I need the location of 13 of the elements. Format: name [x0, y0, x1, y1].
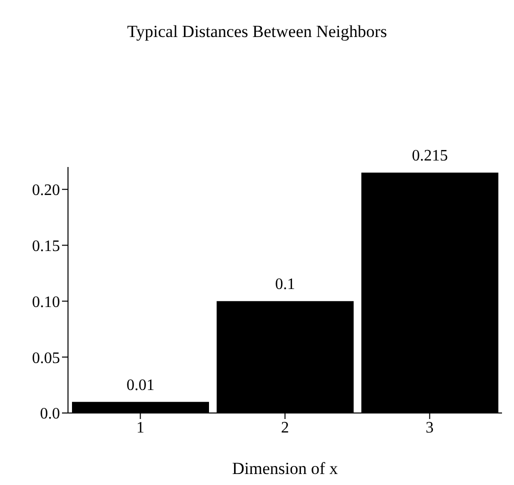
y-tick-label: 0.0 — [40, 406, 60, 423]
y-tick-label: 0.15 — [32, 238, 60, 255]
data-label: 0.1 — [275, 276, 296, 294]
x-tick-label: 2 — [281, 419, 289, 436]
y-tick-label: 0.05 — [32, 350, 60, 367]
data-label: 0.01 — [126, 376, 154, 394]
y-tick-label: 0.10 — [32, 294, 60, 311]
x-axis-title: Dimension of x — [232, 459, 338, 478]
chart-title: Typical Distances Between Neighbors — [126, 22, 388, 42]
y-tick-label: 0.20 — [32, 182, 60, 200]
x-tick-label: 1 — [136, 419, 144, 436]
x-tick-label: 3 — [426, 419, 434, 436]
data-label: 0.215 — [412, 148, 448, 165]
